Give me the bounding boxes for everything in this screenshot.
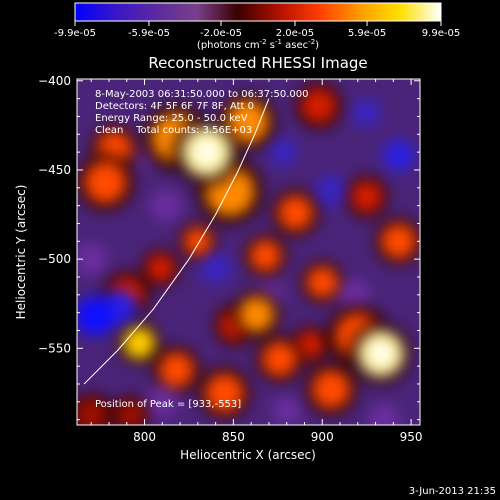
- annotation-time-range: 8-May-2003 06:31:50.000 to 06:37:50.000: [95, 89, 308, 100]
- y-axis-label: Heliocentric Y (arcsec): [14, 185, 28, 320]
- colorbar-tick-label: 9.9e-05: [422, 28, 460, 39]
- x-tick-label: 800: [133, 430, 156, 444]
- plot-frame: [76, 78, 421, 426]
- x-axis-label: Heliocentric X (arcsec): [180, 448, 316, 462]
- heatmap-blob: [149, 189, 182, 222]
- heatmap-blob: [123, 326, 156, 359]
- annotation-detectors: Detectors: 4F 5F 6F 7F 8F, Att 0: [95, 101, 254, 112]
- heatmap-blob: [199, 252, 232, 285]
- solar-limb-curve: [83, 98, 270, 385]
- heatmap-blob: [368, 403, 401, 425]
- heatmap-blob: [116, 400, 145, 425]
- heatmap-blob: [295, 330, 325, 359]
- x-tick-label: 850: [222, 430, 245, 444]
- x-axis: 800 850 900 950: [90, 79, 423, 444]
- colorbar-ticks: -9.9e-05 -5.9e-05 -2.0e-05 2.0e-05 5.9e-05 9.…: [54, 21, 460, 39]
- heatmap-blob: [77, 398, 108, 425]
- heatmap-blob: [249, 239, 282, 272]
- heatmap-blob: [352, 98, 381, 128]
- peak-position-label: Position of Peak = [933,-553]: [95, 399, 241, 410]
- heatmap-blob: [380, 223, 417, 260]
- colorbar-tick-label: -5.9e-05: [128, 28, 170, 39]
- footer-timestamp: 3-Jun-2013 21:35: [409, 486, 496, 497]
- heatmap-blob-core: [370, 343, 392, 365]
- heatmap-blob: [77, 296, 115, 336]
- y-tick-label: −500: [38, 252, 71, 266]
- heatmap-blob: [77, 243, 108, 276]
- heatmap-blob: [84, 161, 127, 204]
- y-axis: −400 −450 −500 −550: [38, 74, 420, 421]
- heatmap-blob: [350, 180, 383, 213]
- heatmap-blob: [311, 369, 351, 409]
- heatmap-blob: [204, 373, 245, 413]
- heatmap-blob: [338, 278, 371, 311]
- colorbar-tick-label: 2.0e-05: [276, 28, 314, 39]
- heatmap-blob: [268, 137, 298, 167]
- x-tick-label: 950: [400, 430, 423, 444]
- heatmap-blob: [238, 296, 275, 333]
- x-tick-label: 900: [311, 430, 334, 444]
- chart-title: Reconstructed RHESSI Image: [148, 54, 367, 72]
- annotation-block: 8-May-2003 06:31:50.000 to 06:37:50.000 …: [95, 89, 308, 136]
- heatmap-blob: [146, 385, 179, 418]
- heatmap-blob: [183, 227, 213, 256]
- y-tick-label: −450: [38, 163, 71, 177]
- heatmap-blob: [226, 100, 269, 144]
- heatmap-blob: [315, 175, 348, 208]
- heatmap-blobs: [77, 81, 420, 425]
- colorbar-unit-label: (photons cm-2 s-1 asec-2): [197, 38, 319, 51]
- colorbar-tick-label: 5.9e-05: [348, 28, 386, 39]
- heatmap-blob: [146, 253, 175, 283]
- annotation-energy-range: Energy Range: 25.0 - 50.0 keV: [95, 113, 248, 124]
- heatmap-blob: [277, 194, 314, 231]
- heatmap-blob: [382, 139, 415, 172]
- heatmap-blob: [300, 87, 337, 124]
- y-tick-label: −400: [38, 74, 71, 88]
- annotation-clean-counts: Clean Total counts: 3.56E+03: [95, 125, 252, 136]
- heatmap-blob: [306, 266, 339, 299]
- heatmap-blob-core: [195, 140, 218, 164]
- heatmap-blob: [261, 341, 298, 377]
- colorbar-tick-label: -2.0e-05: [200, 28, 242, 39]
- y-tick-label: −550: [38, 341, 71, 355]
- heatmap-blob: [158, 351, 195, 388]
- colorbar: [74, 2, 442, 22]
- colorbar-tick-label: -9.9e-05: [54, 28, 96, 39]
- heatmap-blob: [272, 396, 301, 425]
